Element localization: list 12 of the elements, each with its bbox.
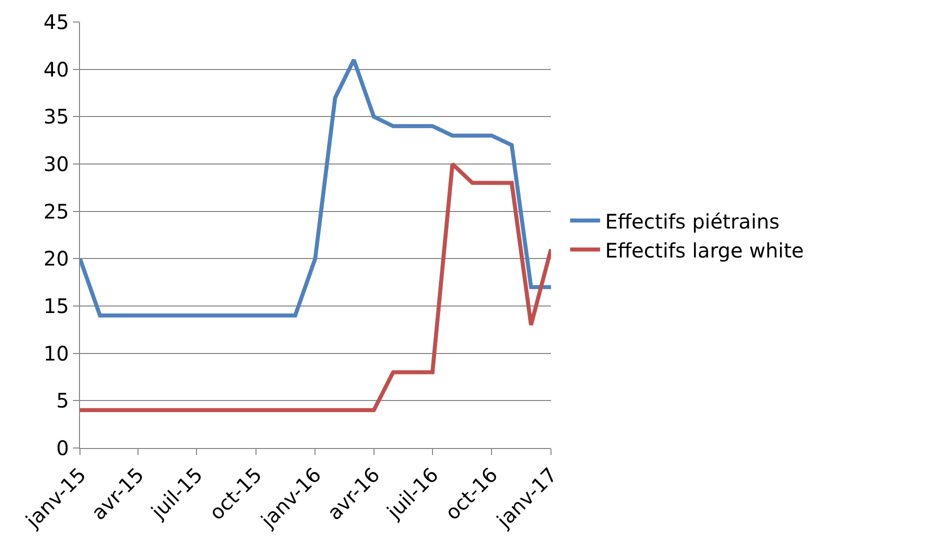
y-tick-label: 5: [56, 388, 69, 413]
y-tick-label: 30: [44, 152, 69, 176]
y-tick-label: 25: [44, 199, 69, 224]
y-tick-label: 35: [44, 104, 69, 129]
y-tick-label: 10: [44, 341, 69, 366]
y-tick-label: 0: [56, 436, 69, 460]
y-tick-label: 45: [44, 10, 69, 34]
legend-label: Effectifs piétrains: [605, 209, 780, 234]
y-tick-label: 40: [44, 57, 69, 82]
y-tick-label: 15: [44, 294, 69, 318]
y-tick-label: 20: [44, 246, 69, 271]
legend-label: Effectifs large white: [605, 238, 804, 262]
